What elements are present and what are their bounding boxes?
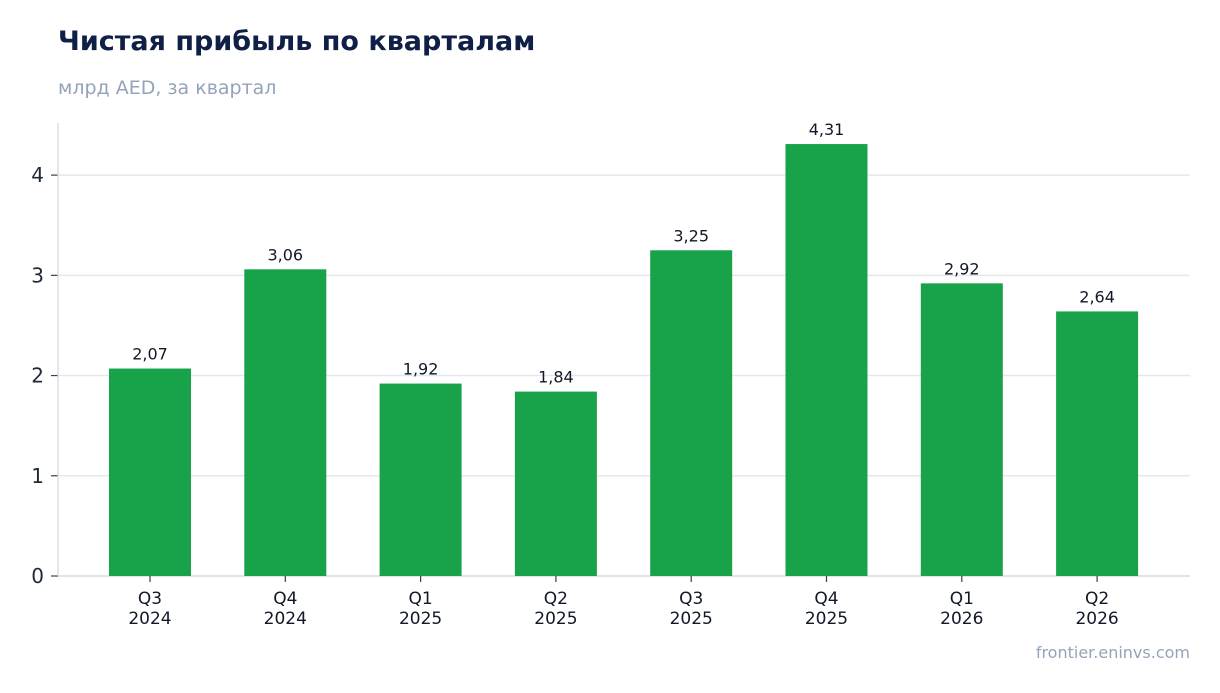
x-tick-label: 2024 bbox=[264, 609, 307, 629]
x-tick-label: 2025 bbox=[534, 609, 577, 629]
x-tick-label: Q3 bbox=[138, 589, 162, 609]
x-tick-label: 2024 bbox=[128, 609, 171, 629]
bar bbox=[1056, 311, 1139, 576]
data-label: 2,92 bbox=[944, 259, 980, 278]
data-label: 3,25 bbox=[673, 226, 709, 245]
data-label: 1,84 bbox=[538, 368, 574, 387]
x-tick-label: Q1 bbox=[408, 589, 432, 609]
y-tick-label: 3 bbox=[31, 263, 44, 287]
x-tick-label: Q2 bbox=[1085, 589, 1109, 609]
x-tick-label: 2025 bbox=[399, 609, 442, 629]
x-tick-label: Q2 bbox=[544, 589, 568, 609]
data-label: 1,92 bbox=[403, 360, 439, 379]
bar bbox=[379, 383, 462, 576]
y-tick-label: 4 bbox=[31, 163, 44, 187]
bar bbox=[920, 283, 1003, 576]
data-label: 2,64 bbox=[1079, 287, 1115, 306]
y-tick-label: 2 bbox=[31, 364, 44, 388]
data-label: 3,06 bbox=[267, 245, 303, 264]
bar bbox=[650, 250, 733, 576]
bar bbox=[109, 368, 191, 576]
x-tick-label: 2026 bbox=[1075, 609, 1118, 629]
y-tick-label: 0 bbox=[31, 564, 44, 588]
x-tick-label: 2025 bbox=[805, 609, 848, 629]
x-tick-label: Q1 bbox=[950, 589, 974, 609]
chart-title: Чистая прибыль по кварталам bbox=[58, 26, 536, 57]
bar bbox=[785, 144, 868, 577]
data-label: 2,07 bbox=[132, 345, 168, 364]
x-tick-label: Q4 bbox=[273, 589, 297, 609]
y-tick-label: 1 bbox=[31, 464, 44, 488]
x-tick-label: 2025 bbox=[670, 609, 713, 629]
x-tick-label: 2026 bbox=[940, 609, 983, 629]
source-link[interactable]: frontier.eninvs.com bbox=[1035, 643, 1190, 662]
x-tick-label: Q3 bbox=[679, 589, 703, 609]
bar bbox=[514, 391, 597, 576]
bar bbox=[244, 269, 327, 576]
data-label: 4,31 bbox=[809, 120, 845, 139]
x-tick-label: Q4 bbox=[814, 589, 838, 609]
chart-subtitle: млрд AED, за квартал bbox=[58, 77, 277, 99]
